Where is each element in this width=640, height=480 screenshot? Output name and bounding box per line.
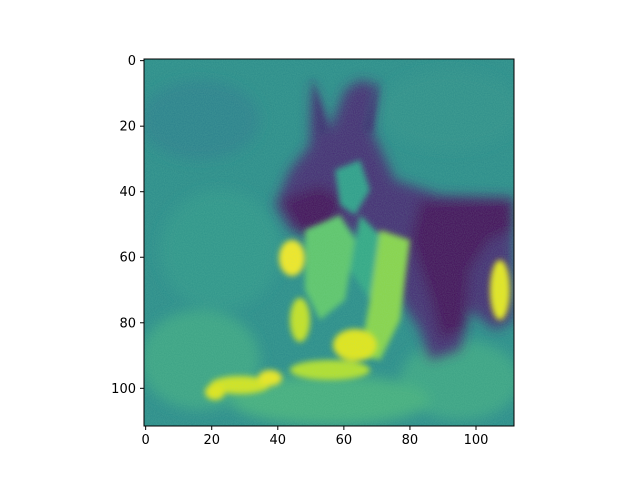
x-axis: 0 20 40 60 80 100 [142,426,489,448]
x-tick-label: 40 [270,433,287,448]
x-tick-label: 0 [142,433,150,448]
y-tick-label: 40 [119,185,136,200]
y-tick-label: 20 [119,120,136,135]
heatmap-image [144,59,514,426]
x-tick-label: 100 [464,433,489,448]
y-tick-label: 0 [128,54,136,69]
y-tick-label: 80 [119,316,136,331]
x-tick-label: 20 [203,433,220,448]
y-tick-label: 100 [111,382,136,397]
x-tick-label: 80 [402,433,419,448]
x-tick-label: 60 [336,433,353,448]
axes-frame [143,58,515,427]
y-axis: 0 20 40 60 80 100 [111,54,144,397]
y-tick-label: 60 [119,251,136,266]
